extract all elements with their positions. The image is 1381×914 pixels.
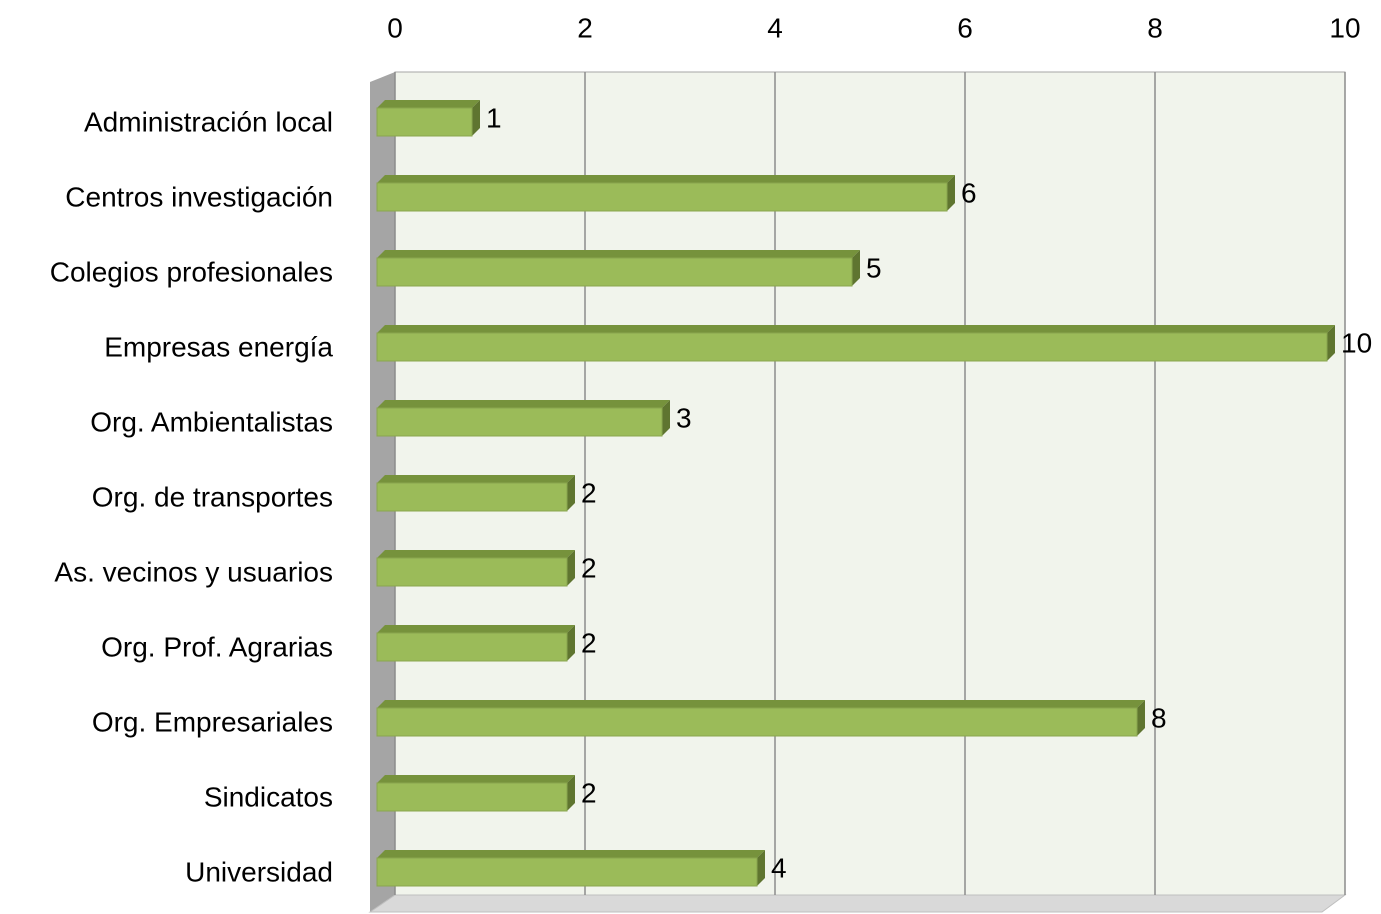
bar-top bbox=[377, 550, 575, 558]
data-label: 8 bbox=[1151, 702, 1167, 733]
y-tick-label: Org. Prof. Agrarias bbox=[101, 631, 333, 662]
bar bbox=[376, 100, 480, 137]
bar bbox=[376, 775, 575, 812]
bar-top bbox=[377, 175, 955, 183]
x-tick-label: 10 bbox=[1329, 12, 1360, 43]
x-tick-label: 6 bbox=[957, 12, 973, 43]
bar-side bbox=[757, 850, 765, 886]
bar-front bbox=[376, 407, 663, 437]
bar-front bbox=[376, 632, 568, 662]
y-tick-label: Org. de transportes bbox=[92, 481, 333, 512]
bar bbox=[376, 700, 1145, 737]
bar-top bbox=[377, 250, 860, 258]
y-tick-label: Org. Empresariales bbox=[92, 706, 333, 737]
bar bbox=[376, 475, 575, 512]
bar-front bbox=[376, 182, 948, 212]
data-label: 2 bbox=[581, 552, 597, 583]
bar-front bbox=[376, 707, 1138, 737]
bar-front bbox=[376, 257, 853, 287]
bar-front bbox=[376, 857, 758, 887]
data-label: 3 bbox=[676, 402, 692, 433]
bar-side bbox=[472, 100, 480, 136]
bar bbox=[376, 550, 575, 587]
data-label: 2 bbox=[581, 777, 597, 808]
bar-top bbox=[377, 775, 575, 783]
y-tick-label: As. vecinos y usuarios bbox=[54, 556, 333, 587]
bar-top bbox=[377, 850, 765, 858]
bar-side bbox=[567, 775, 575, 811]
data-label: 6 bbox=[961, 177, 977, 208]
bar bbox=[376, 175, 955, 212]
x-tick-label: 0 bbox=[387, 12, 403, 43]
bar-side bbox=[947, 175, 955, 211]
y-tick-label: Sindicatos bbox=[204, 781, 333, 812]
bar bbox=[376, 325, 1335, 362]
data-label: 2 bbox=[581, 627, 597, 658]
bar-front bbox=[376, 332, 1328, 362]
bar-side bbox=[1327, 325, 1335, 361]
x-tick-label: 2 bbox=[577, 12, 593, 43]
bar-top bbox=[377, 325, 1335, 333]
bar-side bbox=[567, 475, 575, 511]
bar-side bbox=[567, 625, 575, 661]
bar-front bbox=[376, 107, 473, 137]
bar-top bbox=[377, 475, 575, 483]
floor bbox=[368, 894, 1347, 913]
data-label: 4 bbox=[771, 852, 787, 883]
y-tick-label: Administración local bbox=[84, 106, 333, 137]
bar-front bbox=[376, 482, 568, 512]
bar-front bbox=[376, 782, 568, 812]
bar-side bbox=[852, 250, 860, 286]
bar-top bbox=[377, 625, 575, 633]
bar-top bbox=[377, 400, 670, 408]
bar bbox=[376, 850, 765, 887]
bar-top bbox=[377, 100, 480, 108]
y-tick-label: Org. Ambientalistas bbox=[90, 406, 333, 437]
x-tick-label: 4 bbox=[767, 12, 783, 43]
bar-front bbox=[376, 557, 568, 587]
data-label: 10 bbox=[1341, 327, 1372, 358]
y-tick-label: Colegios profesionales bbox=[50, 256, 333, 287]
bar-side bbox=[1137, 700, 1145, 736]
x-tick-label: 8 bbox=[1147, 12, 1163, 43]
bar-side bbox=[662, 400, 670, 436]
y-tick-label: Empresas energía bbox=[104, 331, 333, 362]
bar-side bbox=[567, 550, 575, 586]
data-label: 1 bbox=[486, 102, 502, 133]
bar-top bbox=[377, 700, 1145, 708]
data-label: 2 bbox=[581, 477, 597, 508]
data-label: 5 bbox=[866, 252, 882, 283]
bar bbox=[376, 625, 575, 662]
bar bbox=[376, 400, 670, 437]
bar bbox=[376, 250, 860, 287]
y-tick-label: Universidad bbox=[185, 856, 333, 887]
y-tick-label: Centros investigación bbox=[65, 181, 333, 212]
